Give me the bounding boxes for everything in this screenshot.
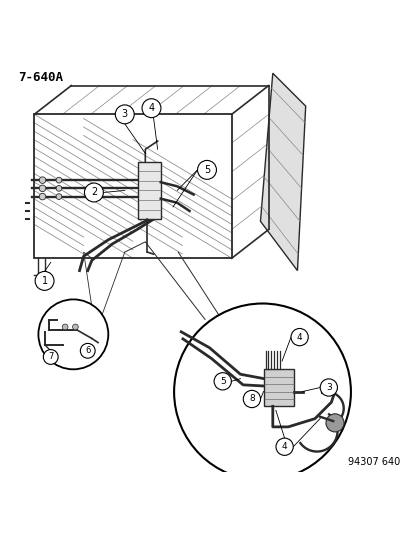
Circle shape [214, 373, 231, 390]
Bar [138, 161, 160, 219]
Bar [34, 115, 231, 259]
Circle shape [80, 343, 95, 358]
Text: 5: 5 [219, 377, 225, 386]
Circle shape [56, 185, 62, 191]
Text: 5: 5 [203, 165, 210, 175]
Circle shape [325, 414, 343, 432]
Text: 4: 4 [281, 442, 287, 451]
Circle shape [38, 300, 108, 369]
Circle shape [142, 99, 161, 118]
Circle shape [43, 350, 58, 365]
Text: 4: 4 [296, 333, 302, 342]
Circle shape [275, 438, 292, 455]
Circle shape [72, 324, 78, 330]
Text: 3: 3 [121, 109, 128, 119]
Circle shape [62, 324, 68, 330]
Circle shape [197, 160, 216, 179]
Circle shape [115, 105, 134, 124]
Circle shape [39, 177, 46, 183]
Text: 8: 8 [249, 394, 254, 403]
Circle shape [84, 183, 103, 202]
Circle shape [56, 177, 62, 183]
Text: 2: 2 [90, 188, 97, 198]
Circle shape [39, 185, 46, 192]
Text: 1: 1 [41, 276, 47, 286]
Text: 6: 6 [85, 346, 90, 356]
Circle shape [56, 193, 62, 199]
Text: 4: 4 [148, 103, 154, 113]
Circle shape [35, 271, 54, 290]
Bar [263, 369, 294, 406]
Circle shape [174, 303, 350, 480]
Text: 7-640A: 7-640A [18, 71, 63, 84]
Text: 3: 3 [325, 383, 331, 392]
Circle shape [290, 328, 308, 346]
Circle shape [39, 193, 46, 200]
Polygon shape [260, 73, 305, 271]
Circle shape [319, 379, 337, 396]
Text: 94307 640: 94307 640 [347, 457, 399, 467]
Text: 7: 7 [48, 352, 53, 361]
Circle shape [243, 390, 260, 408]
